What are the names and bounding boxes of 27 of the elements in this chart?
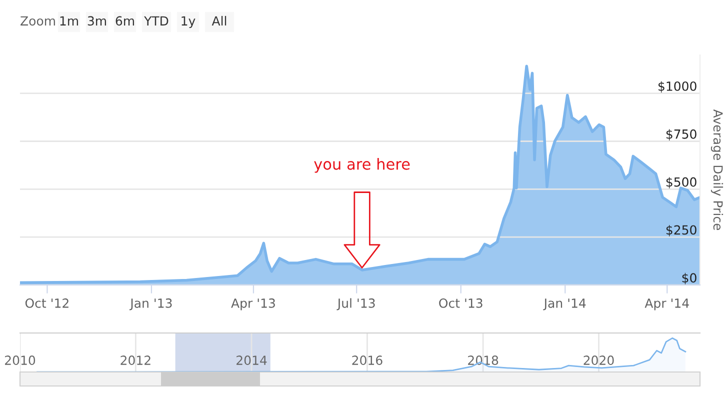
text: 3m xyxy=(88,16,106,26)
y-tick-label: $0 xyxy=(682,272,696,284)
x-tick-label: Jul '13 xyxy=(336,298,375,310)
y-tick-label: $250 xyxy=(666,224,696,236)
text: 1y xyxy=(182,16,196,28)
x-tick-label: Jan '13 xyxy=(130,298,172,310)
text: 6m xyxy=(116,16,134,26)
x-tick-label: 2016 xyxy=(352,356,382,366)
x-tick-label: Apr '13 xyxy=(231,298,275,310)
text: YTD xyxy=(144,16,168,26)
x-tick-label: 2018 xyxy=(468,356,498,366)
text: Zoom xyxy=(20,16,55,26)
x-tick-label: Jan '14 xyxy=(543,298,586,310)
y-tick-label: $1000 xyxy=(658,81,696,93)
text: 1m xyxy=(60,16,78,26)
x-tick-label: Apr '14 xyxy=(644,298,689,310)
x-tick-label: 2014 xyxy=(236,356,267,366)
x-tick-label: 2010 xyxy=(5,356,36,366)
x-tick-label: 2020 xyxy=(584,356,614,366)
x-tick-label: 2012 xyxy=(120,356,150,366)
y-tick-label: $500 xyxy=(666,177,696,188)
x-tick-label: Oct '12 xyxy=(25,298,68,308)
x-tick-label: Oct '13 xyxy=(439,298,482,308)
y-tick-label: $750 xyxy=(666,129,696,140)
text: All xyxy=(212,16,226,26)
y-axis-title: Average Daily Price xyxy=(710,109,724,230)
annotation: you are here xyxy=(314,158,410,173)
